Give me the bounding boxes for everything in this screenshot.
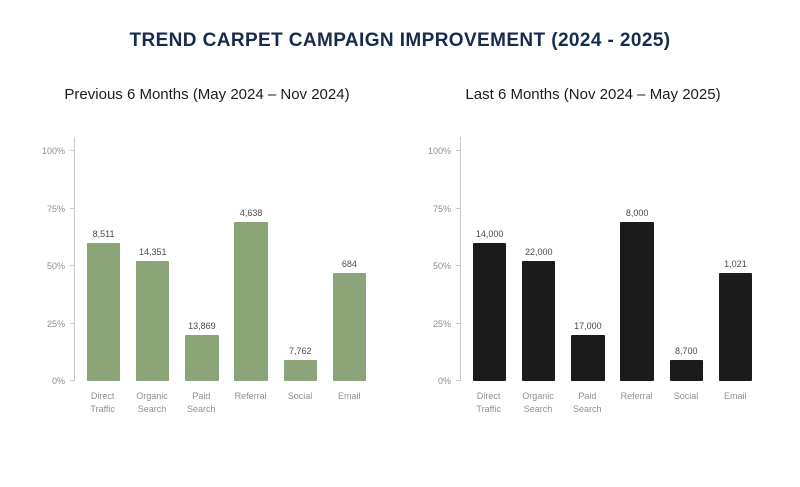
y-tick-mark [456,322,460,324]
bar [185,335,219,381]
x-axis-label: Social [673,391,699,401]
bar-value-label: 14,351 [138,247,167,258]
bar [86,243,121,381]
plot-area: 8,511 14,351 13,869 4,638 7,762 684 [74,137,378,381]
y-tick-mark [70,265,74,266]
bar [234,222,268,381]
bar-value-label: 8,000 [625,208,649,219]
bar-cell: 1,021 [711,151,760,381]
charts-row: Previous 6 Months (May 2024 – Nov 2024) … [0,86,800,416]
y-tick-label: 50% [432,261,451,271]
y-tick-label: 100% [427,146,451,156]
y-tick-mark [456,265,460,266]
bar [283,360,317,381]
bar [718,272,753,381]
bar-value-label: 13,869 [188,321,216,331]
chart-area: 0% 25% 50% 75% 100% 8,511 14,351 13,869 4,638 7,… [36,137,378,386]
y-axis: 0% 25% 50% 75% 100% [422,146,460,386]
bar-cell: 8,511 [79,151,128,381]
y-tick-mark [456,380,460,381]
y-tick-label: 25% [432,318,451,329]
bar [669,360,703,381]
bar-cell: 684 [325,151,374,381]
bar-cell: 7,762 [276,151,325,381]
y-tick-label: 75% [432,203,451,214]
x-axis-labels: Direct Traffic Organic Search Paid Search R… [460,390,764,416]
x-axis-label: Paid Search [573,391,602,415]
x-axis-label: Direct Traffic [476,391,501,415]
x-axis-label: Direct Traffic [90,391,115,415]
bar-value-label: 4,638 [239,208,263,219]
y-tick-mark [456,207,460,209]
bar-value-label: 684 [341,258,357,269]
x-axis-label: Organic Search [522,391,554,415]
bar-value-label: 17,000 [574,321,602,331]
x-axis-label: Referral [234,391,267,401]
slide: TREND CARPET CAMPAIGN IMPROVEMENT (2024 … [0,30,800,487]
bar-cell: 8,000 [613,151,662,381]
y-tick-mark [70,207,74,209]
bar-cell: 14,000 [465,151,514,381]
x-axis-labels: Direct Traffic Organic Search Paid Search R… [74,390,378,416]
x-axis-label: Referral [620,391,653,401]
x-axis-label: Paid Search [187,391,216,415]
bar-value-label: 7,762 [289,346,312,357]
bar-value-label: 8,511 [92,229,115,239]
bar-value-label: 8,700 [675,346,698,357]
page-title: TREND CARPET CAMPAIGN IMPROVEMENT (2024 … [129,30,671,51]
bar-value-label: 14,000 [475,229,504,239]
x-axis-label: Social [287,391,313,401]
y-tick-mark [70,150,74,151]
chart-title: Previous 6 Months (May 2024 – Nov 2024) [64,86,350,103]
y-tick-label: 75% [46,203,65,214]
bar [522,261,556,381]
chart-previous-6-months: Previous 6 Months (May 2024 – Nov 2024) … [36,86,378,416]
bar [332,272,367,381]
y-tick-label: 25% [46,318,65,329]
bar [620,222,654,381]
y-tick-label: 100% [41,146,65,156]
y-tick-mark [70,322,74,324]
y-tick-mark [70,380,74,381]
chart-last-6-months: Last 6 Months (Nov 2024 – May 2025) 0% 25… [422,86,764,416]
y-tick-label: 0% [437,376,451,386]
x-axis-label: Email [338,391,361,401]
bar [136,261,170,381]
bar [472,243,507,381]
y-tick-mark [456,150,460,151]
bar-value-label: 1,021 [724,258,747,269]
plot-area: 14,000 22,000 17,000 8,000 8,700 1,021 [460,137,764,381]
chart-title: Last 6 Months (Nov 2024 – May 2025) [465,86,721,103]
bar-cell: 4,638 [227,151,276,381]
x-axis-label: Email [724,391,747,401]
bar [571,335,605,381]
y-tick-label: 50% [46,261,65,271]
bar-cell: 17,000 [563,151,612,381]
bar-cell: 8,700 [662,151,711,381]
x-axis-label: Organic Search [136,391,168,415]
chart-area: 0% 25% 50% 75% 100% 14,000 22,000 17,000 8,000 8… [422,137,764,386]
y-tick-label: 0% [51,376,65,386]
bar-cell: 13,869 [177,151,226,381]
y-axis: 0% 25% 50% 75% 100% [36,146,74,386]
bar-cell: 22,000 [514,151,563,381]
bar-value-label: 22,000 [524,247,553,258]
bar-cell: 14,351 [128,151,177,381]
